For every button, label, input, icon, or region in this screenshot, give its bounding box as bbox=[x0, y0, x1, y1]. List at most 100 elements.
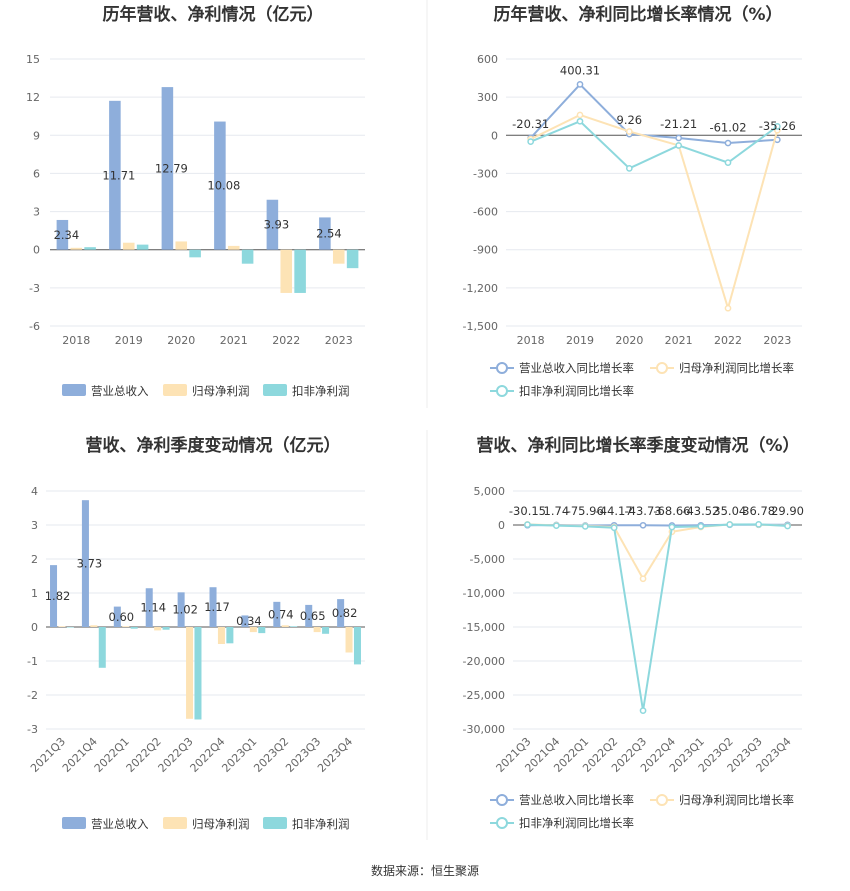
data-label: 3.93 bbox=[264, 218, 290, 232]
data-label: 1.14 bbox=[140, 601, 166, 615]
bar bbox=[161, 87, 174, 250]
y-tick-label: -300 bbox=[473, 167, 498, 180]
bar bbox=[346, 249, 359, 269]
x-tick-label: 2018 bbox=[62, 334, 90, 347]
bar bbox=[58, 626, 66, 627]
x-tick-label: 2022 bbox=[272, 334, 300, 347]
chart-title: 营收、净利季度变动情况（亿元） bbox=[86, 435, 341, 456]
data-point bbox=[576, 81, 584, 88]
y-tick-label: 3 bbox=[31, 519, 38, 532]
bar bbox=[84, 247, 96, 250]
data-label: 1.82 bbox=[45, 589, 71, 603]
bar bbox=[290, 626, 298, 627]
legend-swatch bbox=[163, 384, 187, 396]
data-point bbox=[724, 139, 732, 147]
data-label: -61.02 bbox=[709, 120, 746, 134]
bar bbox=[189, 249, 201, 258]
legend-label: 营业总收入 bbox=[91, 817, 149, 831]
legend-marker bbox=[496, 362, 508, 374]
bar bbox=[175, 241, 188, 250]
x-tick-label: 2019 bbox=[115, 334, 143, 347]
bar bbox=[194, 627, 202, 720]
bar bbox=[266, 199, 279, 250]
data-label: -68.66 bbox=[653, 504, 690, 518]
data-label: 2.54 bbox=[316, 227, 342, 241]
data-label: 0.65 bbox=[300, 609, 326, 623]
data-point bbox=[639, 575, 647, 583]
bar bbox=[130, 627, 138, 629]
data-label: 3.73 bbox=[77, 557, 103, 571]
legend-label: 扣非净利润 bbox=[292, 817, 350, 831]
bar bbox=[258, 627, 266, 634]
data-label: 0.82 bbox=[332, 606, 358, 620]
y-tick-label: -5,000 bbox=[470, 553, 505, 566]
y-tick-label: -30,000 bbox=[463, 723, 505, 736]
bar bbox=[241, 249, 254, 264]
series-line bbox=[527, 523, 788, 711]
data-point bbox=[697, 523, 705, 530]
y-tick-label: 0 bbox=[33, 244, 40, 257]
y-tick-label: -6 bbox=[29, 320, 40, 333]
data-label: -43.52 bbox=[682, 504, 719, 518]
data-label: -30.15 bbox=[509, 504, 546, 518]
y-tick-label: 15 bbox=[26, 53, 40, 66]
data-label: 1.02 bbox=[172, 603, 198, 617]
y-tick-label: 600 bbox=[477, 53, 498, 66]
bar bbox=[154, 627, 162, 631]
y-tick-label: 300 bbox=[477, 91, 498, 104]
legend-swatch bbox=[62, 817, 86, 829]
series-line bbox=[527, 523, 788, 581]
legend-swatch bbox=[163, 817, 187, 829]
y-tick-label: 12 bbox=[26, 91, 40, 104]
bar bbox=[226, 627, 234, 644]
bar bbox=[122, 626, 130, 627]
x-tick-label: 2018 bbox=[517, 334, 545, 347]
y-tick-label: 9 bbox=[33, 129, 40, 142]
legend-marker bbox=[656, 362, 668, 374]
data-point bbox=[581, 523, 589, 530]
bar bbox=[162, 627, 170, 630]
legend-swatch bbox=[263, 817, 287, 829]
bar bbox=[122, 242, 135, 250]
legend-marker bbox=[496, 794, 508, 806]
x-tick-label: 2023 bbox=[763, 334, 791, 347]
y-tick-label: -25,000 bbox=[463, 689, 505, 702]
data-source-note: 数据来源：恒生聚源 bbox=[370, 864, 479, 878]
data-point bbox=[527, 138, 535, 145]
bar bbox=[109, 100, 121, 250]
data-label: 12.79 bbox=[155, 161, 188, 175]
data-point bbox=[625, 164, 633, 172]
bar bbox=[90, 625, 98, 627]
y-tick-label: 0 bbox=[31, 621, 38, 634]
data-point bbox=[755, 520, 763, 528]
legend-label: 归母净利润 bbox=[192, 817, 250, 831]
data-point bbox=[675, 142, 683, 149]
data-label: -43.73 bbox=[625, 504, 662, 518]
data-point bbox=[553, 522, 560, 530]
x-tick-label: 2023Q4 bbox=[315, 735, 355, 775]
legend-label: 归母净利润同比增长率 bbox=[679, 793, 794, 807]
data-label: 1.17 bbox=[204, 600, 230, 614]
legend-swatch bbox=[263, 384, 287, 396]
legend-label: 营业总收入同比增长率 bbox=[519, 361, 634, 375]
chart-title: 营收、净利同比增长率季度变动情况（%） bbox=[476, 435, 799, 456]
bar bbox=[332, 249, 345, 264]
bar bbox=[280, 249, 293, 293]
y-tick-label: -10,000 bbox=[463, 587, 505, 600]
bar bbox=[337, 599, 345, 627]
data-point bbox=[625, 128, 633, 135]
bar bbox=[249, 627, 257, 633]
bar bbox=[66, 627, 74, 628]
data-point bbox=[610, 524, 618, 532]
data-label: 10.08 bbox=[207, 179, 240, 193]
data-label: 9.26 bbox=[617, 113, 643, 127]
data-point bbox=[726, 521, 734, 528]
data-label: -35.26 bbox=[759, 119, 796, 133]
bar bbox=[273, 601, 281, 627]
bar bbox=[319, 217, 331, 250]
y-tick-label: -900 bbox=[473, 244, 498, 257]
legend-label: 归母净利润 bbox=[192, 384, 250, 398]
series-line bbox=[530, 120, 778, 170]
legend-label: 归母净利润同比增长率 bbox=[679, 361, 794, 375]
